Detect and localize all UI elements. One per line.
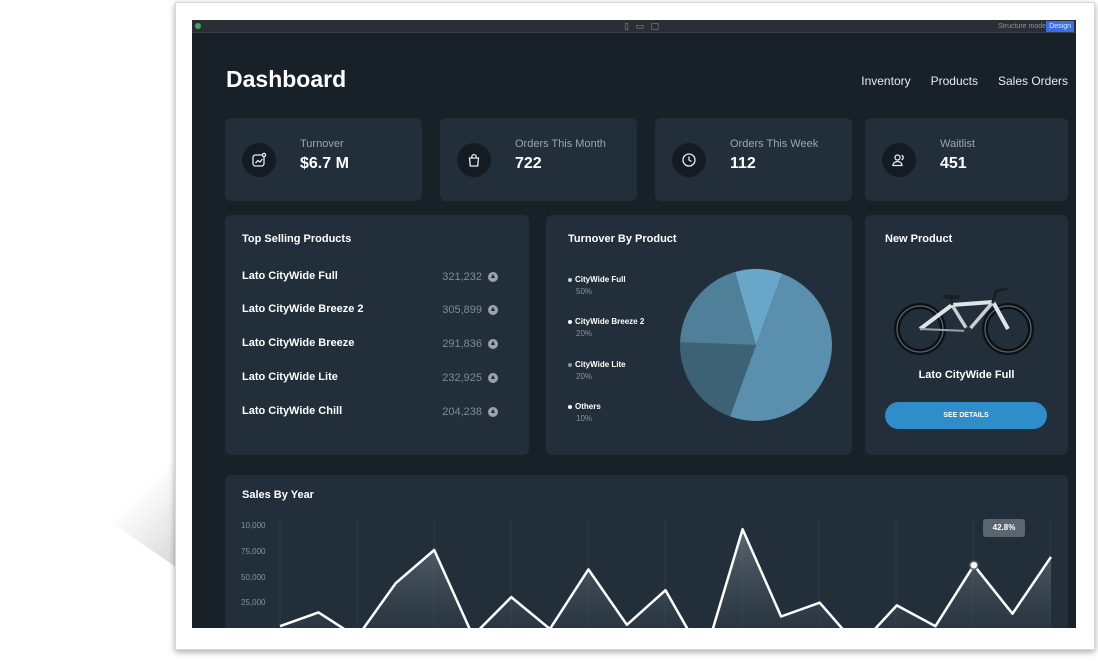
legend-item: Others 10% [568,402,601,423]
see-details-button[interactable]: SEE DETAILS [885,402,1047,429]
legend-percent: 10% [576,414,593,423]
top-nav: Inventory Products Sales Orders [861,74,1068,88]
product-name: Lato CityWide Breeze [242,337,355,349]
new-product-name: Lato CityWide Full [918,369,1015,381]
stat-value: 451 [940,155,967,172]
product-value: 232,925 [442,372,482,384]
product-name: Lato CityWide Lite [242,371,338,383]
y-tick-label: 75,000 [241,547,266,556]
users-icon [882,143,916,177]
legend-dot-icon [568,404,572,409]
nav-inventory[interactable]: Inventory [861,74,911,88]
nav-sales-orders[interactable]: Sales Orders [997,74,1068,88]
stat-label: Orders This Week [730,138,819,150]
arrow-up-icon: ▲ [488,305,498,315]
pie-slice-citywide-lite [680,271,756,345]
list-item[interactable]: Lato CityWide Full 321,232 ▲ [242,270,498,286]
bicycle-image [894,287,1034,355]
list-item[interactable]: Lato CityWide Lite 232,925 ▲ [242,371,498,387]
stat-card-orders-week[interactable]: Orders This Week 112 [655,118,852,201]
legend-percent: 50% [576,287,593,296]
legend-item: CityWide Full 50% [568,275,626,296]
legend-label: CityWide Lite [575,360,626,369]
stat-card-orders-month[interactable]: Orders This Month 722 [440,118,637,201]
card-title: Top Selling Products [242,233,352,245]
product-name: Lato CityWide Chill [242,405,343,417]
sales-series-line [279,527,1053,628]
shopping-bag-icon [457,143,491,177]
turnover-by-product-card: Turnover By Product CityWide Full 50% Ci… [546,215,852,455]
y-tick-label: 10,000 [241,521,266,530]
highlight-point[interactable] [969,560,979,570]
product-value: 305,899 [442,304,482,316]
pie-slice-citywide-breeze-2 [680,342,756,417]
sales-by-year-card: Sales By Year 10,000 75,000 50,000 25,00… [225,475,1068,628]
card-title: New Product [885,233,953,245]
stat-value: 722 [515,155,542,172]
legend-item: CityWide Lite 20% [568,360,626,381]
legend-label: Others [575,402,601,411]
pie-slice-citywide-full [729,273,832,421]
trend-chart-icon [242,143,276,177]
y-tick-label: 50,000 [241,573,266,582]
top-selling-card: Top Selling Products Lato CityWide Full … [225,215,529,455]
legend-item: CityWide Breeze 2 20% [568,317,644,338]
card-title: Turnover By Product [568,233,677,245]
product-name: Lato CityWide Breeze 2 [242,303,364,315]
product-value: 204,238 [442,406,482,418]
sales-area-chart [279,520,1053,628]
stat-card-turnover[interactable]: Turnover $6.7 M [225,118,422,201]
legend-percent: 20% [576,372,593,381]
stat-label: Waitlist [940,138,976,150]
arrow-up-icon: ▲ [488,407,498,417]
list-item[interactable]: Lato CityWide Chill 204,238 ▲ [242,405,498,421]
product-value: 321,232 [442,271,482,283]
page-title: Dashboard [226,66,347,92]
list-item[interactable]: Lato CityWide Breeze 2 305,899 ▲ [242,303,498,319]
y-tick-label: 25,000 [241,598,266,607]
legend-percent: 20% [576,329,593,338]
arrow-up-icon: ▲ [488,339,498,349]
chart-tooltip: 42.8% [983,519,1025,537]
arrow-up-icon: ▲ [488,373,498,383]
design-mode-button[interactable]: Design [1046,21,1074,32]
status-dot-icon [195,23,201,29]
pie-slice-others [735,269,783,345]
clock-icon [672,143,706,177]
turnover-pie-chart [680,269,832,421]
legend-dot-icon [568,277,572,282]
sales-area-fill [280,529,1051,628]
product-name: Lato CityWide Full [242,270,338,282]
stat-card-waitlist[interactable]: Waitlist 451 [865,118,1068,201]
product-value: 291,836 [442,338,482,350]
legend-label: CityWide Breeze 2 [575,317,645,326]
stat-label: Orders This Month [515,138,606,150]
structure-mode-label[interactable]: Structure mode [998,23,1046,30]
arrow-up-icon: ▲ [488,272,498,282]
card-title: Sales By Year [242,489,314,501]
list-item[interactable]: Lato CityWide Breeze 291,836 ▲ [242,337,498,353]
device-toggle-icons[interactable]: ▯ ▭ ▢ [624,21,661,31]
legend-label: CityWide Full [575,275,626,284]
stat-label: Turnover [300,138,344,150]
dashboard-screen: ▯ ▭ ▢ Structure mode Design Dashboard In… [192,20,1076,628]
nav-products[interactable]: Products [930,74,978,88]
legend-dot-icon [568,362,572,367]
new-product-card: New Product Lato CityWide Full SEE DETAI… [865,215,1068,455]
stat-value: 112 [730,155,756,172]
editor-toolbar: ▯ ▭ ▢ Structure mode Design [192,20,1076,33]
stat-value: $6.7 M [300,155,349,172]
legend-dot-icon [568,319,572,324]
